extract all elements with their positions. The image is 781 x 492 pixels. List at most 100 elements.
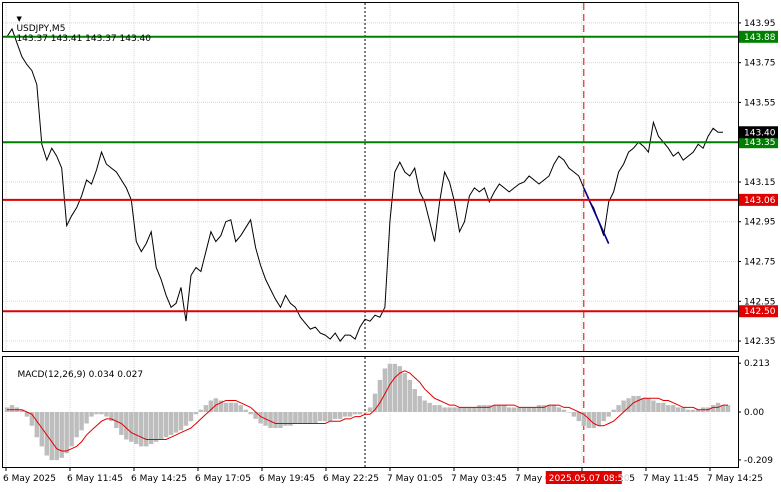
macd-histogram-bar [671,405,676,412]
macd-histogram-bar [457,407,462,412]
macd-histogram-bar [447,407,452,412]
price-panel-frame [2,2,739,352]
macd-histogram-bar [233,402,238,412]
macd-histogram-bar [392,363,398,412]
x-tick-label: 7 May 06:25 [515,474,571,484]
macd-histogram-bar [178,412,184,431]
x-tick-label: 7 May 03:45 [451,474,507,484]
macd-histogram-bar [357,412,363,415]
macd-histogram-bar [631,395,636,412]
macd-histogram-bar [163,412,169,438]
macd-histogram-bar [606,412,611,417]
y-tick-label: 143.15 [744,178,776,188]
macd-histogram-bar [129,412,134,442]
macd-histogram-bar [278,412,283,429]
macd-histogram-bar [511,407,517,412]
macd-histogram-bar [417,395,422,412]
macd-histogram-bar [566,412,572,413]
macd-layer [4,363,731,461]
macd-histogram-bar [94,412,99,415]
macd-y-tick-label: 0.00 [744,408,764,418]
macd-histogram-bar [695,409,701,412]
macd-histogram-bar [283,412,288,426]
macd-histogram-bar [497,405,502,412]
macd-histogram-bar [611,409,616,412]
x-tick-label: 6 May 14:25 [131,474,187,484]
macd-histogram-bar [482,405,487,412]
macd-histogram-bar [581,412,587,426]
y-tick-label: 142.35 [744,337,776,347]
macd-histogram-bar [332,412,338,419]
macd-histogram-bar [19,409,25,412]
macd-histogram-bar [293,412,298,424]
macd-header: MACD(12,26,9) 0.034 0.027 [6,360,143,390]
macd-histogram-bar [626,398,631,412]
macd-histogram-bar [521,407,527,412]
macd-histogram-bar [397,366,403,412]
macd-histogram-bar [656,402,661,412]
macd-histogram-bar [303,412,308,424]
macd-indicator-label: MACD(12,26,9) 0.034 0.027 [17,370,144,380]
macd-histogram-bar [273,412,278,429]
macd-histogram-bar [34,412,40,438]
x-tick-label: 7 May 01:05 [387,474,443,484]
macd-histogram-bar [442,407,447,412]
macd-histogram-bar [561,409,567,412]
macd-histogram-bar [571,412,577,417]
y-tick-label: 142.95 [744,218,776,228]
macd-histogram-bar [462,407,467,412]
x-tick-label: 7 May 11:45 [643,474,699,484]
macd-histogram-bar [372,393,378,412]
macd-histogram-bar [327,412,333,422]
macd-histogram-bar [228,402,233,412]
macd-histogram-bar [690,409,696,412]
macd-histogram-bar [64,412,69,454]
macd-histogram-bar [432,405,437,412]
level-level-label-bg [739,305,778,318]
y-tick-label: 143.95 [744,19,776,29]
x-tick-label: 6 May 2025 [3,474,56,484]
macd-histogram-bar [531,407,537,412]
macd-histogram-bar [134,412,139,445]
macd-histogram-bar [467,407,472,412]
macd-histogram-bar [387,363,393,412]
chart-menu-arrow-icon[interactable]: ▼ [16,15,22,23]
macd-histogram-bar [9,405,15,412]
macd-histogram-bar [586,412,591,429]
macd-histogram-bar [616,405,621,412]
macd-histogram-bar [551,405,557,412]
macd-histogram-bar [24,412,30,417]
macd-histogram-bar [253,412,258,419]
macd-histogram-bar [556,407,562,412]
macd-histogram-bar [114,412,119,429]
macd-histogram-bar [382,368,388,412]
macd-histogram-bar [367,407,373,412]
macd-histogram-bar [666,405,671,412]
macd-histogram-bar [313,412,318,424]
macd-histogram-bar [596,412,601,426]
macd-histogram-bar [516,407,522,412]
macd-histogram-bar [84,412,89,424]
x-tick-label: 6 May 11:45 [67,474,123,484]
macd-histogram-bar [347,412,353,417]
macd-histogram-bar [472,407,477,412]
macd-histogram-bar [342,412,348,417]
macd-signal-line [7,370,728,452]
macd-histogram-bar [576,412,582,422]
target-level-label-bg [739,136,778,149]
macd-histogram-bar [725,405,731,412]
macd-histogram-bar [74,412,79,438]
y-tick-label: 142.75 [744,258,776,268]
macd-histogram-bar [139,412,144,447]
macd-histogram-bar [124,412,129,440]
y-tick-label: 143.55 [744,98,776,108]
macd-histogram-bar [636,395,641,412]
macd-histogram-bar [49,412,54,461]
macd-histogram-bar [487,405,492,412]
price-line [6,27,723,342]
macd-y-tick-label: -0.209 [744,456,773,466]
macd-histogram-bar [318,412,323,422]
macd-histogram-bar [69,412,74,447]
macd-histogram-bar [720,405,726,412]
